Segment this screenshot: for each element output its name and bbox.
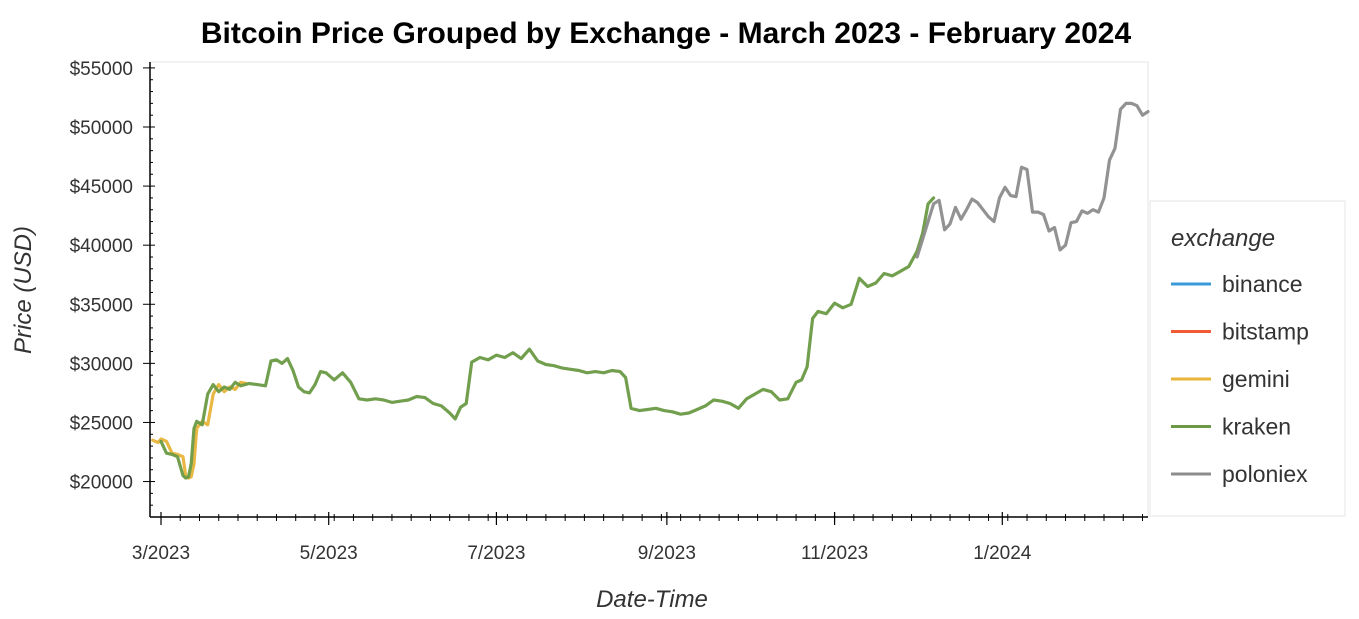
y-tick-label: $35000 [70, 295, 133, 316]
series-line-poloniex [915, 101, 1150, 259]
y-tick-label: $30000 [70, 354, 133, 375]
chart-title: Bitcoin Price Grouped by Exchange - Marc… [201, 17, 1132, 50]
y-axis-label: Price (USD) [10, 226, 37, 354]
x-tick-label: 3/2023 [132, 543, 190, 564]
y-tick-label: $50000 [70, 118, 133, 139]
y-tick-label: $25000 [70, 413, 133, 434]
legend: exchange binance bitstamp gemini kraken polo… [1149, 200, 1346, 517]
x-tick-label: 11/2023 [801, 543, 868, 564]
x-tick-label: 7/2023 [467, 543, 525, 564]
x-axis-label: Date-Time [596, 586, 708, 613]
x-tick-label: 1/2024 [973, 543, 1032, 564]
legend-label-bitstamp: bitstamp [1222, 319, 1309, 345]
y-tick-label: $55000 [70, 59, 133, 80]
legend-label-binance: binance [1222, 271, 1303, 297]
legend-label-kraken: kraken [1222, 414, 1291, 440]
x-tick-label: 9/2023 [638, 543, 696, 564]
x-tick-label: 5/2023 [300, 543, 358, 564]
x-axis: 3/2023 5/2023 7/2023 9/2023 11/2023 1/2024 [132, 512, 1148, 564]
series-line-kraken [159, 196, 936, 480]
y-tick-label: $20000 [70, 473, 133, 494]
y-axis: $20000 $25000 $30000 $35000 $40000 $45000 $500… [70, 59, 155, 518]
legend-frame [1149, 200, 1346, 517]
legend-label-gemini: gemini [1222, 366, 1290, 392]
legend-items: binance bitstamp gemini kraken poloniex [1171, 271, 1309, 487]
plot-lines [151, 101, 1150, 480]
legend-label-poloniex: poloniex [1222, 461, 1308, 487]
y-tick-label: $45000 [70, 177, 133, 198]
legend-title: exchange [1171, 225, 1275, 252]
y-tick-label: $40000 [70, 236, 133, 257]
plot-frame [149, 61, 1149, 518]
